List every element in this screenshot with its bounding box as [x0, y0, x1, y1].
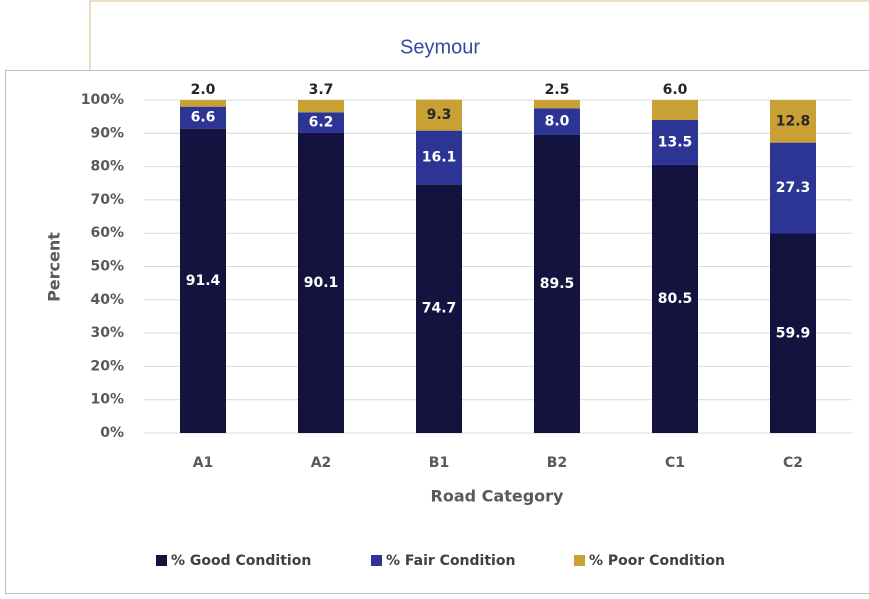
y-tick-label: 40% — [90, 292, 124, 308]
y-tick-label: 80% — [90, 159, 124, 175]
bar-segment — [652, 100, 698, 120]
data-label: 6.0 — [663, 82, 688, 98]
legend-label: % Poor Condition — [589, 553, 725, 569]
x-tick-label: C2 — [783, 455, 803, 471]
data-label: 27.3 — [776, 180, 811, 196]
x-axis-title: Road Category — [431, 487, 565, 506]
x-tick-label: A2 — [311, 455, 332, 471]
y-tick-label: 0% — [100, 425, 124, 441]
data-label: 6.2 — [309, 115, 334, 131]
data-label: 2.5 — [545, 82, 570, 98]
legend-label: % Good Condition — [171, 553, 311, 569]
legend-swatch — [371, 555, 382, 566]
data-label: 3.7 — [309, 82, 334, 98]
x-tick-label: B2 — [547, 455, 567, 471]
bar-segment — [180, 100, 226, 107]
data-label: 80.5 — [658, 291, 693, 307]
legend-label: % Fair Condition — [386, 553, 515, 569]
data-label: 90.1 — [304, 275, 339, 291]
y-tick-label: 70% — [90, 192, 124, 208]
data-label: 89.5 — [540, 276, 575, 292]
y-tick-label: 90% — [90, 125, 124, 141]
data-label: 13.5 — [658, 134, 693, 150]
x-tick-label: B1 — [429, 455, 449, 471]
data-label: 6.6 — [191, 110, 216, 126]
y-tick-label: 60% — [90, 225, 124, 241]
bar-segment — [534, 100, 580, 108]
chart-title: Seymour — [400, 36, 480, 58]
data-label: 59.9 — [776, 325, 811, 341]
data-label: 8.0 — [545, 114, 570, 130]
y-axis-title: Percent — [45, 232, 64, 302]
data-label: 9.3 — [427, 107, 452, 123]
data-label: 91.4 — [186, 273, 221, 289]
legend-swatch — [574, 555, 585, 566]
x-tick-label: A1 — [193, 455, 214, 471]
y-tick-label: 10% — [90, 392, 124, 408]
y-tick-label: 50% — [90, 259, 124, 275]
bar-segment — [298, 100, 344, 112]
y-tick-label: 30% — [90, 325, 124, 341]
x-tick-label: C1 — [665, 455, 685, 471]
y-tick-label: 100% — [81, 92, 124, 108]
legend-swatch — [156, 555, 167, 566]
data-label: 16.1 — [422, 149, 457, 165]
data-label: 12.8 — [776, 113, 811, 129]
data-label: 74.7 — [422, 301, 457, 317]
y-tick-label: 20% — [90, 358, 124, 374]
data-label: 2.0 — [191, 82, 216, 98]
